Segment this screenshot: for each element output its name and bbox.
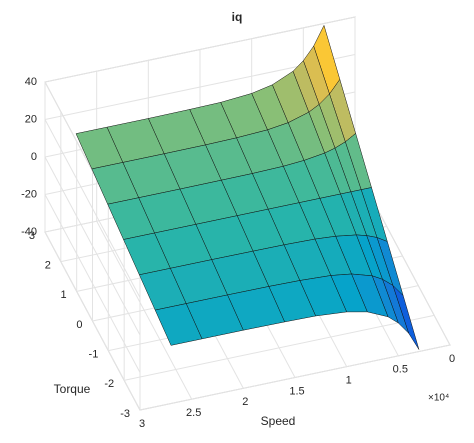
x-exponent: ×10⁴: [428, 393, 449, 404]
z-tick-label: 40: [25, 76, 37, 88]
grid-line: [44, 231, 141, 411]
y-tick-label: 0: [76, 319, 82, 331]
y-tick-label: 1: [61, 289, 67, 301]
grid-line: [44, 194, 141, 373]
grid-line: [139, 344, 451, 411]
chart-title: iq: [232, 10, 243, 24]
y-tick-label: 2: [45, 260, 51, 272]
z-tick-label: -20: [21, 188, 37, 200]
y-tick-label: -1: [89, 349, 99, 361]
x-tick-label: 3: [139, 418, 145, 430]
x-tick-label: 1: [346, 375, 352, 387]
grid-line: [44, 16, 356, 83]
x-tick-label: 1.5: [289, 385, 304, 397]
grid-line: [124, 314, 435, 381]
x-tick-label: 2.5: [186, 407, 201, 419]
z-tick-label: 0: [31, 151, 37, 163]
y-tick-label: -3: [120, 408, 130, 420]
grid-line: [44, 156, 141, 336]
y-axis-label: Torque: [54, 382, 91, 396]
x-tick-label: 2: [242, 396, 248, 408]
y-tick-label: 3: [29, 230, 35, 242]
grid-line: [44, 119, 141, 298]
z-tick-label: -40: [21, 226, 37, 238]
z-tick-label: 20: [25, 113, 37, 125]
x-axis-label: Speed: [261, 414, 296, 428]
y-tick-label: -2: [104, 378, 114, 390]
x-tick-label: 0: [449, 353, 455, 365]
x-tick-label: 0.5: [393, 364, 408, 376]
surface-patch: [154, 303, 203, 346]
